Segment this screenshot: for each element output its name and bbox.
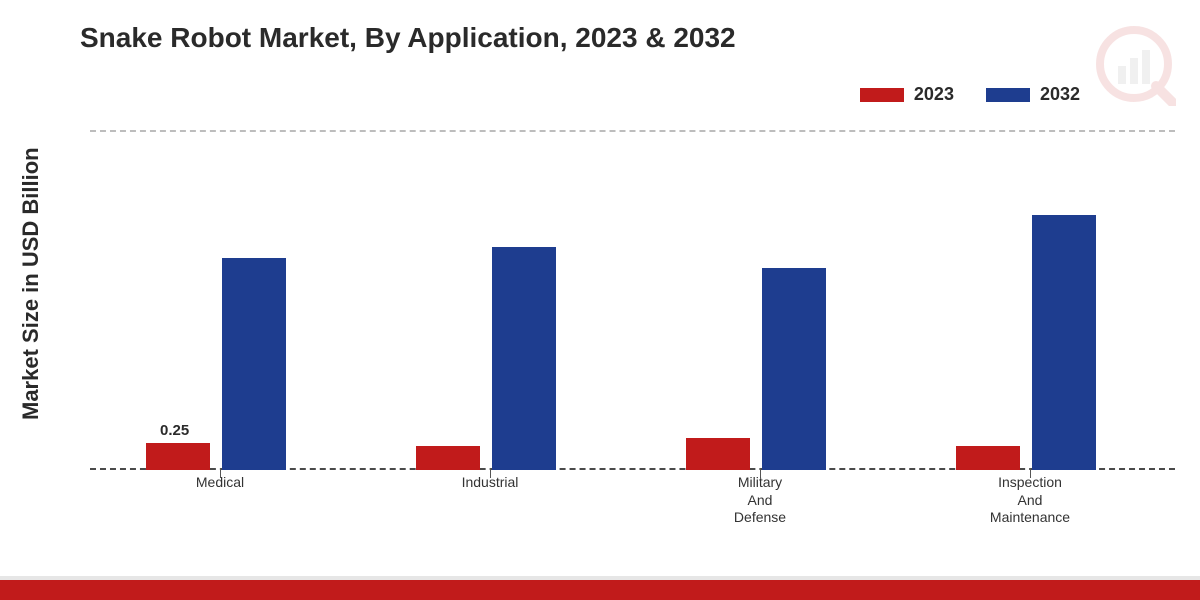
bar-2023 — [416, 446, 480, 470]
x-axis-label: InspectionAndMaintenance — [940, 474, 1120, 527]
bar-2023 — [686, 438, 750, 470]
bar-2032 — [1032, 215, 1096, 470]
bar-value-label: 0.25 — [160, 422, 189, 439]
chart-canvas: Snake Robot Market, By Application, 2023… — [0, 0, 1200, 600]
legend-item-2032: 2032 — [986, 84, 1080, 105]
legend: 2023 2032 — [860, 84, 1080, 105]
bar-group — [940, 130, 1120, 470]
watermark-logo — [1092, 22, 1176, 111]
x-axis-label: Industrial — [400, 474, 580, 492]
legend-swatch-2023 — [860, 88, 904, 102]
x-axis-label: Medical — [130, 474, 310, 492]
footer-bar — [0, 580, 1200, 600]
legend-label-2032: 2032 — [1040, 84, 1080, 105]
legend-swatch-2032 — [986, 88, 1030, 102]
bar-group — [400, 130, 580, 470]
bar-2032 — [762, 268, 826, 470]
y-axis-label: Market Size in USD Billion — [18, 147, 44, 420]
bar-2032 — [492, 247, 556, 470]
chart-title: Snake Robot Market, By Application, 2023… — [80, 22, 736, 54]
bar-2023 — [956, 446, 1020, 470]
plot-area: 0.25 — [90, 130, 1175, 470]
bar-2032 — [222, 258, 286, 471]
legend-label-2023: 2023 — [914, 84, 954, 105]
legend-item-2023: 2023 — [860, 84, 954, 105]
bar-group: 0.25 — [130, 130, 310, 470]
x-axis-label: MilitaryAndDefense — [670, 474, 850, 527]
bar-2023 — [146, 443, 210, 470]
bar-group — [670, 130, 850, 470]
